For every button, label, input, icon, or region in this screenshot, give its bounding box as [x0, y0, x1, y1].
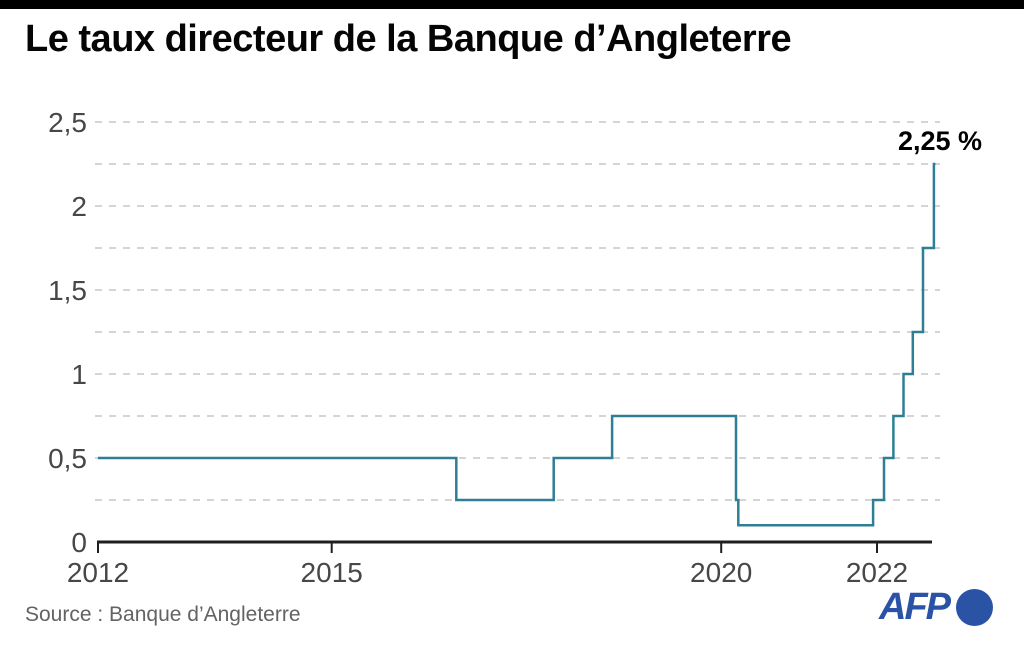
afp-logo-text: AFP [879, 586, 951, 628]
axis-group [97, 540, 932, 553]
gridlines-group [95, 121, 940, 501]
peak-value-annotation: 2,25 % [898, 126, 982, 156]
rate-line [98, 162, 936, 527]
x-tick-label: 2015 [301, 557, 363, 588]
x-tick-label: 2012 [67, 557, 129, 588]
page-title: Le taux directeur de la Banque d’Anglete… [25, 18, 792, 60]
source-credit: Source : Banque d’Angleterre [25, 603, 301, 626]
y-tick-label: 1 [71, 359, 87, 390]
y-tick-label: 2 [71, 191, 87, 222]
y-tick-label: 2,5 [48, 107, 87, 138]
rate-step-chart: 2012 2015 2020 2022 0 0,5 1 1,5 2 2,5 2,25 % [48, 107, 982, 588]
y-tick-label: 1,5 [48, 275, 87, 306]
y-tick-label: 0,5 [48, 443, 87, 474]
x-tick-label: 2020 [690, 557, 752, 588]
y-tick-label: 0 [71, 527, 87, 558]
labels-group: 2012 2015 2020 2022 0 0,5 1 1,5 2 2,5 [48, 107, 908, 588]
series-group [98, 162, 936, 527]
x-tick-label: 2022 [846, 557, 908, 588]
afp-logo-circle-icon [956, 588, 993, 626]
afp-logo: AFP [879, 588, 993, 626]
top-black-bar [0, 0, 1024, 9]
